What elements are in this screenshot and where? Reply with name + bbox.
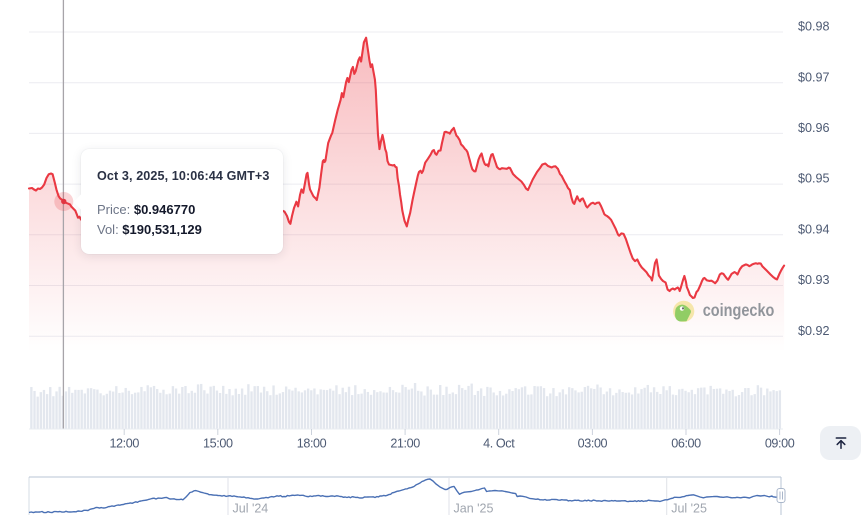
svg-text:06:00: 06:00 (671, 437, 701, 451)
svg-text:coingecko: coingecko (703, 302, 775, 320)
svg-text:$0.98: $0.98 (798, 20, 830, 34)
svg-text:$0.96: $0.96 (798, 121, 830, 135)
svg-text:4. Oct: 4. Oct (483, 437, 515, 451)
svg-text:21:00: 21:00 (390, 437, 420, 451)
svg-text:09:00: 09:00 (765, 437, 795, 451)
svg-text:$0.93: $0.93 (798, 273, 830, 287)
svg-text:Jul '24: Jul '24 (233, 502, 269, 516)
svg-text:15:00: 15:00 (203, 437, 233, 451)
svg-text:12:00: 12:00 (109, 437, 139, 451)
svg-text:Jul '25: Jul '25 (671, 502, 707, 516)
svg-text:Jan '25: Jan '25 (454, 502, 494, 516)
svg-text:18:00: 18:00 (297, 437, 327, 451)
svg-text:03:00: 03:00 (578, 437, 608, 451)
svg-text:$0.94: $0.94 (798, 222, 830, 236)
svg-text:$0.97: $0.97 (798, 70, 830, 84)
svg-text:$0.95: $0.95 (798, 172, 830, 186)
svg-text:$0.92: $0.92 (798, 324, 830, 338)
